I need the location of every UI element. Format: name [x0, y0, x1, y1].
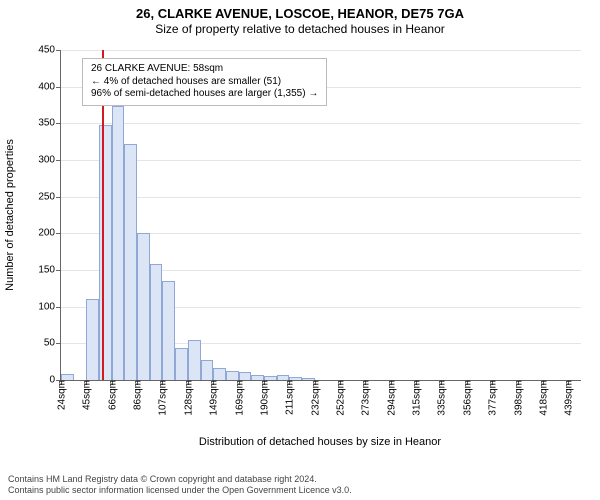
x-axis-label: Distribution of detached houses by size …: [199, 436, 441, 448]
xtick-label: 377sqm: [486, 380, 499, 416]
gridline: [61, 50, 581, 51]
ytick-label: 100: [38, 301, 61, 312]
xtick-label: 169sqm: [232, 380, 245, 416]
histogram-bar: [239, 372, 252, 380]
xtick-label: 211sqm: [283, 380, 296, 415]
annotation-line: 26 CLARKE AVENUE: 58sqm: [91, 63, 318, 76]
annotation-line: ← 4% of detached houses are smaller (51): [91, 76, 318, 89]
xtick-label: 107sqm: [156, 380, 169, 416]
histogram-bar: [124, 144, 137, 380]
footer-attribution: Contains HM Land Registry data © Crown c…: [8, 474, 352, 496]
xtick-label: 439sqm: [562, 380, 575, 416]
footer-line: Contains public sector information licen…: [8, 485, 352, 496]
histogram-bar: [150, 264, 163, 380]
ytick-label: 200: [38, 228, 61, 239]
ytick-label: 300: [38, 155, 61, 166]
xtick-label: 190sqm: [257, 380, 270, 416]
xtick-label: 356sqm: [460, 380, 473, 416]
xtick-label: 232sqm: [308, 380, 321, 416]
xtick-label: 66sqm: [105, 380, 118, 410]
xtick-label: 418sqm: [536, 380, 549, 416]
gridline: [61, 197, 581, 198]
histogram-bar: [162, 281, 175, 380]
annotation-box: 26 CLARKE AVENUE: 58sqm← 4% of detached …: [82, 58, 327, 106]
chart-container: 26, CLARKE AVENUE, LOSCOE, HEANOR, DE75 …: [0, 0, 600, 500]
xtick-label: 45sqm: [80, 380, 93, 410]
histogram-bar: [99, 125, 112, 380]
xtick-label: 294sqm: [384, 380, 397, 416]
histogram-bar: [137, 233, 150, 380]
ytick-label: 150: [38, 265, 61, 276]
xtick-label: 335sqm: [435, 380, 448, 416]
xtick-label: 86sqm: [131, 380, 144, 410]
xtick-label: 398sqm: [511, 380, 524, 416]
histogram-bar: [213, 368, 226, 380]
xtick-label: 24sqm: [55, 380, 68, 410]
ytick-label: 400: [38, 81, 61, 92]
histogram-bar: [112, 106, 125, 380]
y-axis-label: Number of detached properties: [4, 139, 16, 291]
gridline: [61, 123, 581, 124]
histogram-bar: [226, 371, 239, 380]
histogram-bar: [201, 360, 214, 380]
ytick-label: 50: [44, 338, 61, 349]
ytick-label: 450: [38, 45, 61, 56]
annotation-line: 96% of semi-detached houses are larger (…: [91, 88, 318, 101]
footer-line: Contains HM Land Registry data © Crown c…: [8, 474, 352, 485]
xtick-label: 315sqm: [410, 380, 423, 416]
histogram-bar: [188, 340, 201, 380]
histogram-bar: [86, 299, 99, 380]
histogram-bar: [175, 348, 188, 380]
xtick-label: 252sqm: [334, 380, 347, 416]
xtick-label: 149sqm: [207, 380, 220, 416]
gridline: [61, 160, 581, 161]
xtick-label: 128sqm: [181, 380, 194, 416]
chart-title: 26, CLARKE AVENUE, LOSCOE, HEANOR, DE75 …: [0, 0, 600, 21]
xtick-label: 273sqm: [359, 380, 372, 416]
ytick-label: 250: [38, 191, 61, 202]
chart-subtitle: Size of property relative to detached ho…: [0, 21, 600, 36]
ytick-label: 350: [38, 118, 61, 129]
